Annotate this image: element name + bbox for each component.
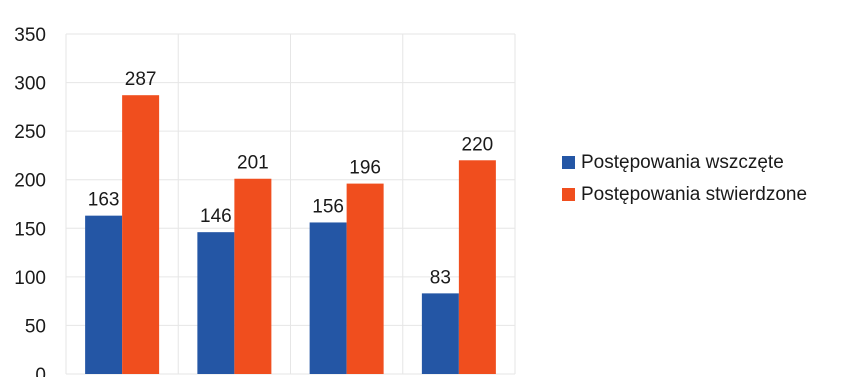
legend-item-series-2: Postępowania stwierdzone xyxy=(562,182,852,208)
y-tick-label-150: 150 xyxy=(14,219,46,240)
bar-series-1-cat-2 xyxy=(197,232,235,374)
y-axis: 0 50 100 150 200 250 300 350 xyxy=(14,25,46,377)
data-label-series-1-cat-2: 146 xyxy=(200,206,232,227)
y-tick-label-350: 350 xyxy=(14,25,46,46)
legend-item-series-1: Postępowania wszczęte xyxy=(562,150,852,176)
legend-swatch-series-1 xyxy=(562,156,575,169)
data-label-series-2-cat-1: 287 xyxy=(125,69,157,90)
data-label-series-2-cat-2: 201 xyxy=(237,153,269,174)
data-label-series-2-cat-4: 220 xyxy=(462,134,494,155)
bar-series-2-cat-4 xyxy=(458,160,496,374)
legend-label-series-2: Postępowania stwierdzone xyxy=(581,184,808,205)
bar-series-1-cat-3 xyxy=(309,222,347,374)
bar-series-2-cat-3 xyxy=(346,183,384,374)
bar-series-1-cat-4 xyxy=(421,293,459,374)
y-tick-label-100: 100 xyxy=(14,268,46,289)
data-label-series-2-cat-3: 196 xyxy=(349,158,381,179)
bar-series-1-cat-1 xyxy=(85,215,123,374)
bar-series-2-cat-1 xyxy=(122,95,160,374)
legend-label-series-1: Postępowania wszczęte xyxy=(581,152,784,173)
y-tick-label-250: 250 xyxy=(14,122,46,143)
y-tick-label-300: 300 xyxy=(14,74,46,95)
bars xyxy=(85,95,496,374)
y-tick-label-50: 50 xyxy=(25,316,46,337)
bar-series-2-cat-2 xyxy=(234,178,272,374)
data-label-series-1-cat-4: 83 xyxy=(430,267,451,288)
legend: Postępowania wszczęte Postępowania stwie… xyxy=(562,150,852,214)
y-tick-label-0: 0 xyxy=(35,365,46,377)
legend-swatch-series-2 xyxy=(562,188,575,201)
y-tick-label-200: 200 xyxy=(14,171,46,192)
data-label-series-1-cat-1: 163 xyxy=(88,190,120,211)
data-label-series-1-cat-3: 156 xyxy=(312,196,344,217)
